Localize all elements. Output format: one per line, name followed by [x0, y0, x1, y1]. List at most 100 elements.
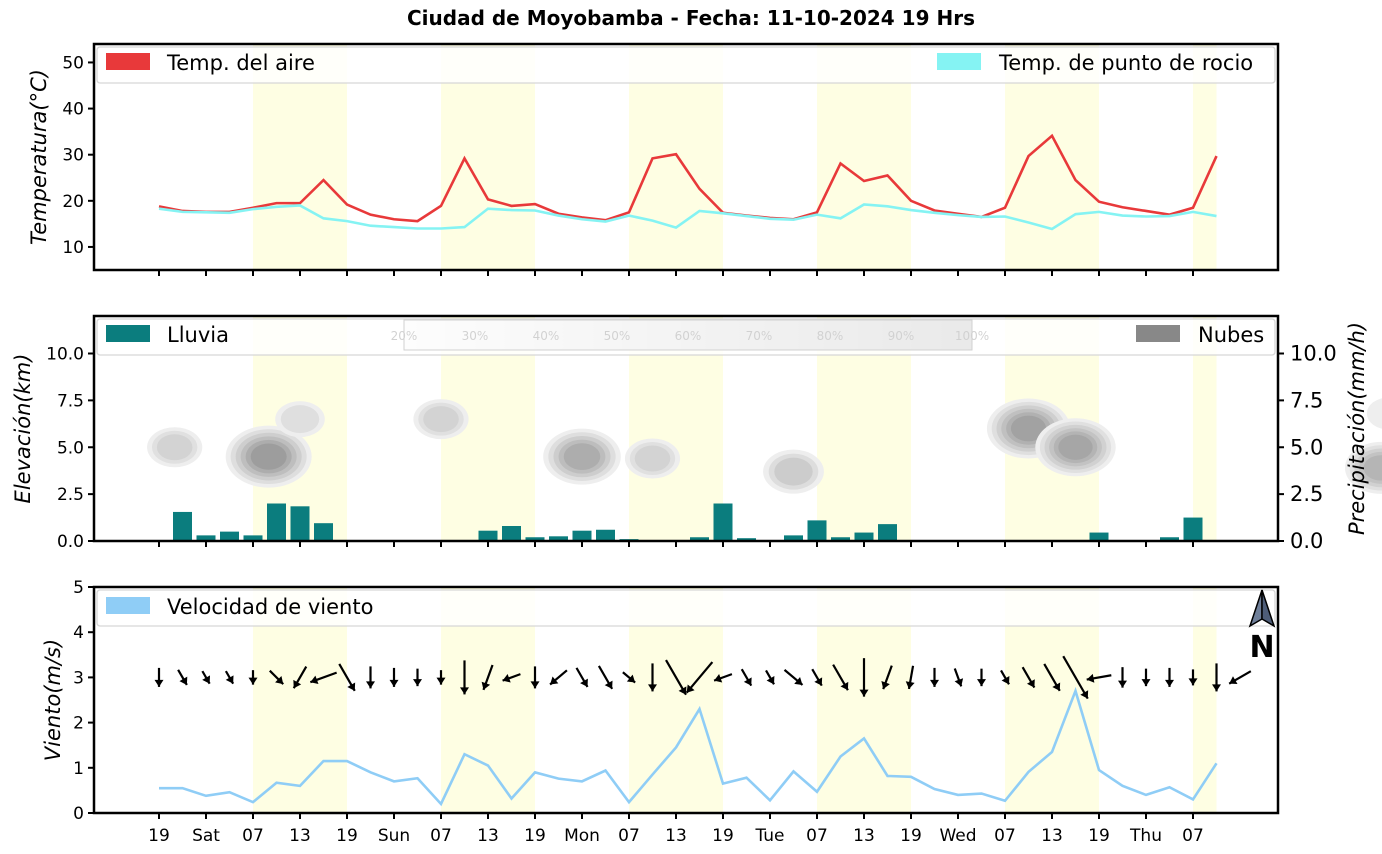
wind-arrow [309, 671, 338, 685]
y-axis-label: Viento(m/s) [41, 639, 65, 761]
legend-swatch-clouds [1136, 325, 1180, 342]
chart-title: Ciudad de Moyobamba - Fecha: 11-10-2024 … [407, 6, 975, 30]
x-tick-label: 19 [336, 826, 358, 846]
y-tick-label: 5 [73, 578, 84, 598]
x-tick-label: 07 [618, 826, 640, 846]
y-tick-label: 5.0 [57, 438, 84, 458]
x-tick-label: 19 [148, 826, 170, 846]
x-tick-label: Mon [564, 826, 600, 846]
rain-bar [807, 520, 827, 541]
y-right-tick-label: 10.0 [1290, 342, 1337, 366]
rain-bar [173, 511, 192, 541]
cloud-area [1366, 398, 1382, 429]
y-tick-label: 3 [73, 668, 84, 688]
rain-bar [502, 526, 521, 541]
rain-bar [525, 537, 545, 541]
series-temp-air [158, 133, 1218, 223]
plot-frame [92, 314, 1280, 543]
wind-arrow [665, 659, 687, 696]
rain-bar [572, 530, 592, 541]
wind-arrow [224, 670, 235, 685]
x-tick-label: 07 [242, 826, 264, 846]
rain-bar [1183, 517, 1203, 541]
wind-arrow [1043, 663, 1061, 692]
y-tick-label: 10 [62, 238, 84, 258]
wind-arrow [1062, 655, 1089, 700]
y-right-tick-label: 7.5 [1290, 388, 1323, 412]
cloud-area [634, 445, 671, 472]
x-tick-label: 07 [806, 826, 828, 846]
x-tick-label: Wed [939, 826, 976, 846]
cloud-area [250, 443, 287, 470]
y-axis-label: Temperatura(°C) [27, 69, 51, 245]
night-band [1193, 587, 1217, 813]
legend-label-wind: Velocidad de viento [167, 595, 373, 619]
legend-label-clouds: Nubes [1198, 323, 1264, 347]
y-axis-label-right: Precipitación(mm/h) [1345, 322, 1369, 535]
rain-bar [549, 536, 568, 541]
x-tick-label: 19 [524, 826, 546, 846]
legend-label-temp-dew: Temp. de punto de rocio [998, 51, 1253, 75]
rain-bar [713, 503, 733, 541]
rain-bar [878, 524, 897, 541]
y-tick-label: 20 [62, 192, 84, 212]
wind-arrow [248, 670, 258, 685]
wind-arrow [338, 663, 356, 692]
rain-bar [267, 503, 286, 541]
rain-bar [243, 535, 263, 541]
wind-arrow [1118, 667, 1127, 688]
rain-bar [737, 538, 756, 541]
y-axis-label: Elevación(km) [11, 354, 35, 504]
wind-arrow [460, 660, 469, 695]
cloud-area [1010, 415, 1047, 442]
legend-box [96, 589, 1276, 627]
wind-arrow [436, 670, 446, 685]
wind-arrow [201, 670, 211, 685]
wind-arrow [1086, 673, 1112, 683]
cloud-area [774, 457, 813, 486]
wind-arrow [783, 669, 804, 686]
wind-arrow [502, 673, 521, 683]
rain-bar [784, 535, 803, 541]
rain-bar [1160, 537, 1179, 541]
rain-bar [831, 537, 850, 541]
legend-box [96, 318, 1276, 356]
axes: 1020304050Temperatura(°C)0.02.55.07.510.… [11, 42, 1369, 846]
cloud-area [423, 406, 459, 433]
rain-bar [290, 506, 310, 541]
wind-arrow [1021, 666, 1036, 689]
wind-arrow [765, 669, 775, 685]
x-tick-label: 07 [1182, 826, 1204, 846]
x-tick-label: 13 [477, 826, 499, 846]
wind-arrow [881, 665, 893, 690]
wind-arrow [530, 666, 540, 689]
night-band [1193, 316, 1217, 541]
y-tick-label: 2 [73, 714, 84, 734]
y-right-tick-label: 5.0 [1290, 435, 1323, 459]
y-tick-label: 2.5 [57, 485, 84, 505]
y-tick-label: 50 [62, 53, 84, 73]
x-tick-label: 19 [712, 826, 734, 846]
wind-arrow [292, 666, 308, 689]
series-temp-dew [158, 203, 1217, 231]
x-tick-label: 07 [430, 826, 452, 846]
wind-arrow [622, 671, 636, 684]
rain-bar [220, 531, 239, 541]
wind-arrow [1188, 669, 1198, 686]
wind-arrow [1228, 670, 1252, 685]
wind-arrow [811, 668, 823, 687]
wind-direction-arrows [154, 655, 1252, 700]
x-tick-label: 13 [289, 826, 311, 846]
x-tick-label: 13 [665, 826, 687, 846]
wind-arrow [953, 668, 964, 687]
legend-swatch-wind [106, 597, 150, 614]
rain-bar [1089, 532, 1109, 541]
wind-arrow [832, 664, 849, 691]
cloud-area [156, 434, 193, 461]
y-tick-label: 30 [62, 146, 84, 166]
wind-arrow [713, 673, 733, 683]
compass-label: N [1249, 630, 1274, 665]
wind-arrow [177, 669, 188, 686]
cloud-area [280, 405, 320, 434]
